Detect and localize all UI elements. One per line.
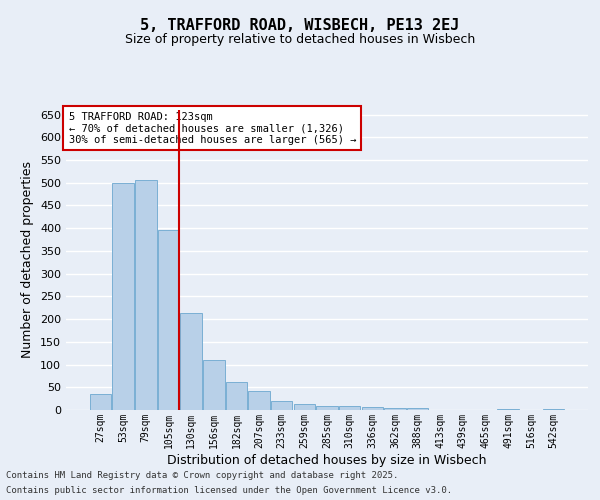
Bar bbox=[316, 406, 338, 410]
Bar bbox=[226, 382, 247, 410]
Text: Contains public sector information licensed under the Open Government Licence v3: Contains public sector information licen… bbox=[6, 486, 452, 495]
Bar bbox=[384, 408, 406, 410]
Bar bbox=[293, 404, 315, 410]
Bar bbox=[339, 406, 361, 410]
Bar bbox=[407, 408, 428, 410]
Y-axis label: Number of detached properties: Number of detached properties bbox=[22, 162, 34, 358]
Bar bbox=[181, 313, 202, 410]
Text: Size of property relative to detached houses in Wisbech: Size of property relative to detached ho… bbox=[125, 32, 475, 46]
Bar bbox=[497, 409, 519, 410]
Bar bbox=[271, 402, 292, 410]
Bar bbox=[248, 391, 270, 410]
Bar bbox=[135, 180, 157, 410]
Bar bbox=[362, 407, 383, 410]
Bar bbox=[112, 182, 134, 410]
Bar bbox=[158, 230, 179, 410]
X-axis label: Distribution of detached houses by size in Wisbech: Distribution of detached houses by size … bbox=[167, 454, 487, 466]
Text: 5 TRAFFORD ROAD: 123sqm
← 70% of detached houses are smaller (1,326)
30% of semi: 5 TRAFFORD ROAD: 123sqm ← 70% of detache… bbox=[68, 112, 356, 144]
Bar bbox=[543, 409, 564, 410]
Bar bbox=[90, 394, 111, 410]
Bar bbox=[203, 360, 224, 410]
Text: Contains HM Land Registry data © Crown copyright and database right 2025.: Contains HM Land Registry data © Crown c… bbox=[6, 471, 398, 480]
Text: 5, TRAFFORD ROAD, WISBECH, PE13 2EJ: 5, TRAFFORD ROAD, WISBECH, PE13 2EJ bbox=[140, 18, 460, 32]
